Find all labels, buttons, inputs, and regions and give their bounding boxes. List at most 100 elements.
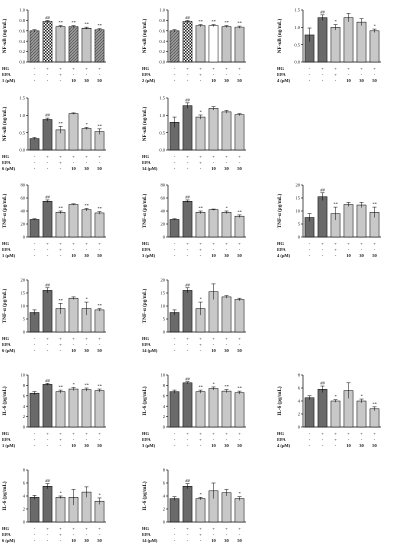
row-label-epa: EPA (2, 160, 11, 165)
row-label-epa: EPA (142, 342, 151, 347)
bar (182, 21, 193, 63)
bar (369, 30, 380, 63)
hg-cell: - (34, 431, 36, 436)
conc-cell: 10 (346, 78, 351, 83)
significance-mark: ** (58, 298, 63, 303)
y-tick-label: 1.0 (159, 113, 165, 118)
bar (317, 389, 328, 428)
significance-mark: ** (84, 203, 89, 208)
row-label-compound: 14 (μM) (142, 166, 158, 171)
chart-panel-2: NF-κB (ng/mL)0.00.20.40.60.81.0---##+--*… (141, 8, 246, 83)
hg-cell: + (186, 66, 189, 71)
epa-cell: - (187, 72, 189, 77)
hg-cell: + (321, 241, 324, 246)
y-tick-label: 0 (23, 425, 26, 430)
significance-mark: ** (224, 20, 229, 25)
row-label-epa: EPA (277, 72, 286, 77)
hg-cell: + (360, 241, 363, 246)
conc-cell: - (34, 78, 36, 83)
hg-cell: + (186, 154, 189, 159)
conc-cell: - (34, 166, 36, 171)
row-label-epa: EPA (142, 247, 151, 252)
significance-mark: ## (320, 9, 325, 14)
hg-cell: + (46, 526, 49, 531)
hg-cell: + (225, 431, 228, 436)
bar (317, 17, 328, 63)
chart-panel-8: TNF-α (pg/mL)05101520---##+--**++-+-10+-… (276, 183, 381, 258)
bar (68, 297, 79, 333)
significance-mark: ## (185, 282, 190, 287)
bar (208, 108, 219, 151)
y-tick-label: 0 (23, 520, 26, 525)
bar (221, 390, 232, 428)
bar (55, 26, 66, 63)
hg-cell: + (321, 66, 324, 71)
conc-cell: 30 (359, 253, 364, 258)
chart-panel-1: NF-κB (ng/mL)0.00.20.40.60.81.0---##+--*… (1, 8, 106, 83)
hg-cell: - (34, 526, 36, 531)
row-label-compound: 2 (μM) (142, 78, 156, 83)
hg-cell: + (212, 431, 215, 436)
chart-panel-5: NF-κB (ng/mL)0.00.51.01.5---##+--*++-+-1… (141, 96, 246, 171)
significance-mark: ** (58, 20, 63, 25)
y-tick-label: 20 (21, 278, 26, 283)
conc-cell: 10 (346, 253, 351, 258)
epa-cell: - (34, 342, 36, 347)
significance-mark: ## (185, 478, 190, 483)
row-label-hg: HG (142, 431, 150, 436)
hg-cell: - (174, 66, 176, 71)
bar (234, 299, 245, 333)
conc-cell: 50 (237, 78, 242, 83)
y-tick-label: 80 (161, 183, 166, 188)
epa-cell: + (199, 532, 202, 537)
row-label-epa: EPA (2, 437, 11, 442)
significance-mark: ## (185, 376, 190, 381)
row-label-epa: EPA (2, 532, 11, 537)
conc-cell: 30 (84, 348, 89, 353)
conc-cell: - (322, 253, 324, 258)
conc-cell: - (200, 538, 202, 543)
hg-cell: + (72, 66, 75, 71)
y-axis-label: NF-κB (ng/mL) (1, 107, 8, 142)
hg-cell: + (347, 431, 350, 436)
y-tick-label: 4 (23, 494, 26, 499)
hg-cell: + (85, 526, 88, 531)
bar (182, 382, 193, 428)
row-label-epa: EPA (2, 72, 11, 77)
row-label-epa: EPA (142, 437, 151, 442)
bar (356, 204, 367, 238)
y-tick-label: 1.5 (159, 96, 165, 101)
chart-panel-3: NF-κB (ng/mL)0.00.51.01.5---##+--*++-+-1… (276, 8, 381, 83)
bar (369, 408, 380, 428)
conc-cell: 30 (224, 443, 229, 448)
conc-cell: 30 (84, 166, 89, 171)
epa-cell: + (199, 72, 202, 77)
significance-mark: ## (185, 15, 190, 20)
epa-cell: + (59, 437, 62, 442)
hg-cell: + (321, 431, 324, 436)
row-label-hg: HG (142, 241, 150, 246)
hg-cell: + (59, 526, 62, 531)
y-axis-label: TNF-α (pg/mL) (1, 194, 8, 229)
y-axis-label: NF-κB (ng/mL) (141, 19, 148, 54)
y-tick-label: 0 (163, 330, 166, 335)
hg-cell: + (46, 66, 49, 71)
conc-cell: 50 (97, 253, 102, 258)
conc-cell: 30 (84, 253, 89, 258)
bar (94, 309, 105, 333)
conc-cell: 50 (372, 443, 377, 448)
epa-cell: - (226, 72, 228, 77)
y-axis-label: NF-κB (ng/mL) (141, 107, 148, 142)
y-tick-label: 0 (163, 520, 166, 525)
hg-cell: + (199, 526, 202, 531)
y-tick-label: 10 (21, 304, 26, 309)
epa-cell: - (86, 72, 88, 77)
y-tick-label: 6 (298, 386, 301, 391)
epa-cell: - (361, 437, 363, 442)
epa-cell: - (86, 160, 88, 165)
epa-cell: - (174, 437, 176, 442)
conc-cell: - (174, 78, 176, 83)
bar (343, 17, 354, 63)
y-tick-label: 0.8 (159, 18, 165, 23)
row-label-hg: HG (2, 241, 10, 246)
